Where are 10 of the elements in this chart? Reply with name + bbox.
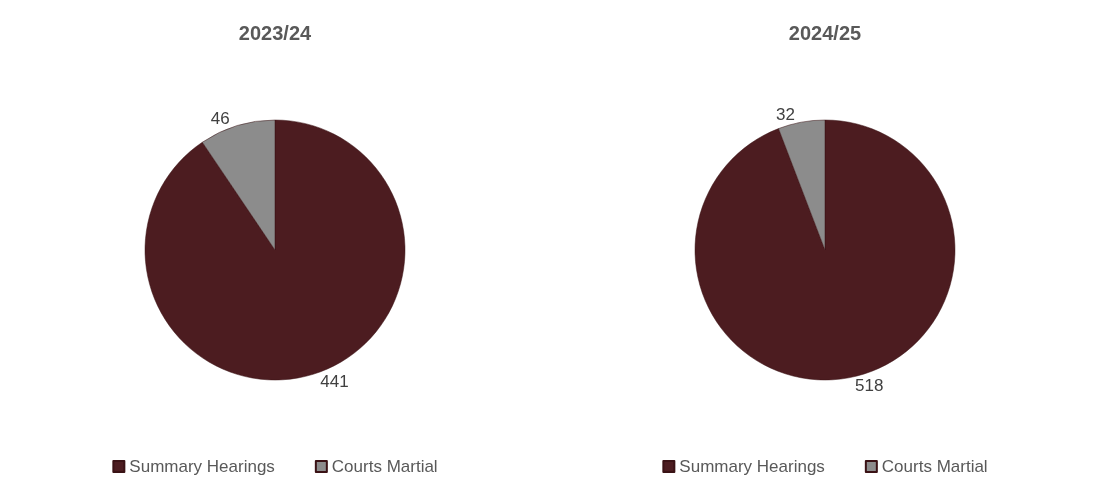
data-label: 32 bbox=[775, 104, 795, 124]
legend-label: Courts Martial bbox=[881, 457, 988, 476]
data-label: 46 bbox=[210, 108, 230, 128]
chart-title: 2024/25 bbox=[788, 22, 862, 44]
data-label: 518 bbox=[855, 376, 884, 396]
data-label: 441 bbox=[320, 372, 349, 392]
legend-label: Summary Hearings bbox=[129, 457, 275, 476]
legend-label: Summary Hearings bbox=[679, 457, 825, 476]
legend-label: Courts Martial bbox=[331, 457, 438, 476]
chart-title: 2023/24 bbox=[238, 22, 313, 44]
